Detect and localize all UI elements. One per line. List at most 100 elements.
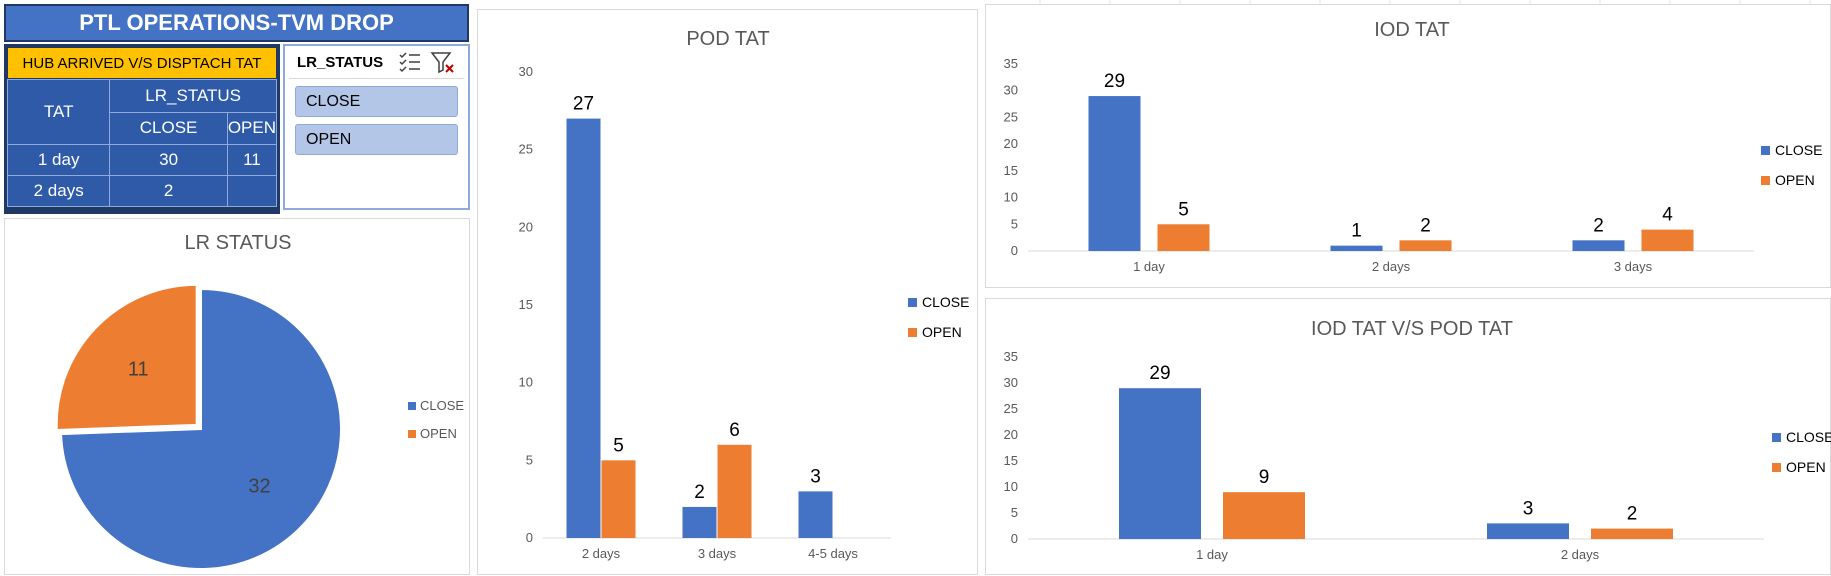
- y-tick-label: 30: [519, 64, 533, 79]
- bar-close: [798, 491, 833, 538]
- bar-close: [1487, 523, 1569, 539]
- data-label: 32: [248, 475, 270, 497]
- bar-close: [1088, 96, 1141, 251]
- data-label: 27: [573, 94, 594, 115]
- y-tick-label: 20: [1004, 427, 1018, 442]
- pivot-cell-tat[interactable]: 2 days: [6, 175, 111, 207]
- data-label: 2: [1627, 504, 1638, 525]
- slicer-item-close[interactable]: CLOSE: [295, 86, 458, 117]
- slicer-title: LR_STATUS: [297, 53, 384, 71]
- bar-close: [566, 118, 601, 538]
- pivot-row-header[interactable]: TAT: [6, 79, 111, 145]
- legend-swatch: [908, 328, 917, 337]
- lr-status-pie: LR STATUS 32 11 CLOSE OPEN: [55, 232, 464, 570]
- data-label: 6: [729, 420, 740, 441]
- legend-label: OPEN: [1775, 172, 1815, 188]
- y-tick-label: 0: [1011, 531, 1018, 546]
- y-tick-label: 5: [1011, 216, 1018, 231]
- pie-slice-close: [60, 287, 342, 570]
- legend-label: CLOSE: [1786, 429, 1831, 445]
- data-label: 2: [694, 482, 705, 503]
- pod-tat-chart[interactable]: POD TAT 0 5 10 15 20 25 30 2 days 27 5 3 days 2 6 4-5 …: [477, 9, 978, 575]
- bar-open: [601, 460, 636, 538]
- y-tick-label: 20: [519, 219, 533, 234]
- legend-swatch: [1772, 463, 1781, 472]
- legend-label: OPEN: [420, 426, 457, 441]
- legend-label: OPEN: [1786, 459, 1826, 475]
- table-row: 2 days 2: [6, 175, 278, 207]
- pivot-cell-open[interactable]: 11: [226, 144, 278, 176]
- chart-title: POD TAT: [686, 28, 769, 50]
- y-tick-label: 20: [1004, 136, 1018, 151]
- data-label: 29: [1149, 363, 1170, 384]
- bar-open: [1591, 528, 1673, 539]
- x-tick-label: 2 days: [1561, 547, 1600, 562]
- pivot-col-open[interactable]: OPEN: [226, 111, 278, 145]
- y-tick-label: 35: [1004, 56, 1018, 71]
- data-label: 11: [128, 358, 149, 380]
- y-tick-label: 25: [519, 142, 533, 157]
- data-label: 5: [1178, 199, 1189, 220]
- table-row: 1 day 30 11: [6, 144, 278, 176]
- bar-close: [1572, 240, 1625, 251]
- pivot-cell-tat[interactable]: 1 day: [6, 144, 111, 176]
- x-tick-label: 1 day: [1196, 547, 1228, 562]
- y-tick-label: 10: [1004, 479, 1018, 494]
- x-tick-label: 1 day: [1133, 259, 1165, 274]
- y-tick-label: 10: [519, 375, 533, 390]
- pivot-col-header[interactable]: LR_STATUS: [109, 79, 277, 113]
- lr-status-slicer[interactable]: LR_STATUS CLOSE OPEN: [283, 44, 470, 210]
- y-tick-label: 25: [1004, 109, 1018, 124]
- legend-label: OPEN: [922, 324, 962, 340]
- legend-swatch: [1761, 146, 1770, 155]
- pivot-cell-close[interactable]: 2: [109, 175, 228, 207]
- x-tick-label: 3 days: [698, 546, 737, 561]
- pivot-table[interactable]: HUB ARRIVED V/S DISPTACH TAT TAT LR_STAT…: [4, 44, 280, 214]
- legend-swatch: [908, 298, 917, 307]
- y-tick-label: 15: [519, 297, 533, 312]
- bar-close: [1119, 388, 1201, 539]
- pivot-col-close[interactable]: CLOSE: [109, 111, 228, 145]
- data-label: 5: [613, 435, 624, 456]
- data-label: 2: [1420, 215, 1431, 236]
- clear-filter-icon[interactable]: [430, 50, 456, 74]
- slicer-item-open[interactable]: OPEN: [295, 124, 458, 155]
- legend-swatch: [408, 402, 416, 410]
- y-tick-label: 5: [526, 452, 533, 467]
- bar-open: [1641, 229, 1694, 251]
- data-label: 3: [1523, 498, 1534, 519]
- pivot-cell-close[interactable]: 30: [109, 144, 228, 176]
- pod-tat-bars: POD TAT 0 5 10 15 20 25 30 2 days 27 5 3 days 2 6 4-5 …: [519, 28, 970, 561]
- bar-open: [717, 444, 752, 538]
- x-tick-label: 2 days: [582, 546, 621, 561]
- y-tick-label: 0: [526, 530, 533, 545]
- legend-swatch: [1761, 176, 1770, 185]
- x-tick-label: 3 days: [1614, 259, 1653, 274]
- data-label: 2: [1593, 215, 1604, 236]
- legend-label: CLOSE: [922, 294, 969, 310]
- legend-label: CLOSE: [1775, 142, 1822, 158]
- chart-title: LR STATUS: [184, 232, 291, 254]
- y-tick-label: 35: [1004, 349, 1018, 364]
- data-label: 29: [1104, 71, 1125, 92]
- iod-tat-bars: IOD TAT 0 5 10 15 20 25 30 35 1 day 29 5 2 days 1 2 3 d…: [1004, 19, 1823, 274]
- multi-select-icon[interactable]: [398, 50, 424, 74]
- legend-swatch: [1772, 433, 1781, 442]
- iod-vs-pod-chart[interactable]: IOD TAT V/S POD TAT 0 5 10 15 20 25 30 35 1 day 29…: [985, 298, 1831, 575]
- chart-title: IOD TAT: [1374, 19, 1450, 41]
- legend-swatch: [408, 430, 416, 438]
- bar-open: [1223, 492, 1305, 539]
- data-label: 9: [1259, 467, 1270, 488]
- slicer-header: LR_STATUS: [289, 46, 464, 79]
- lr-status-chart[interactable]: LR STATUS 32 11 CLOSE OPEN: [4, 218, 470, 575]
- iod-tat-chart[interactable]: IOD TAT 0 5 10 15 20 25 30 35 1 day 29 5 2 days 1 2 3 d…: [985, 4, 1831, 288]
- x-tick-label: 2 days: [1372, 259, 1411, 274]
- y-tick-label: 10: [1004, 190, 1018, 205]
- pivot-cell-open[interactable]: [226, 175, 278, 207]
- pivot-grid: TAT LR_STATUS CLOSE OPEN 1 day 30 11 2 d…: [6, 79, 278, 207]
- bar-close: [682, 506, 717, 538]
- y-tick-label: 30: [1004, 83, 1018, 98]
- dashboard-title: PTL OPERATIONS-TVM DROP: [4, 4, 469, 42]
- x-tick-label: 4-5 days: [808, 546, 858, 561]
